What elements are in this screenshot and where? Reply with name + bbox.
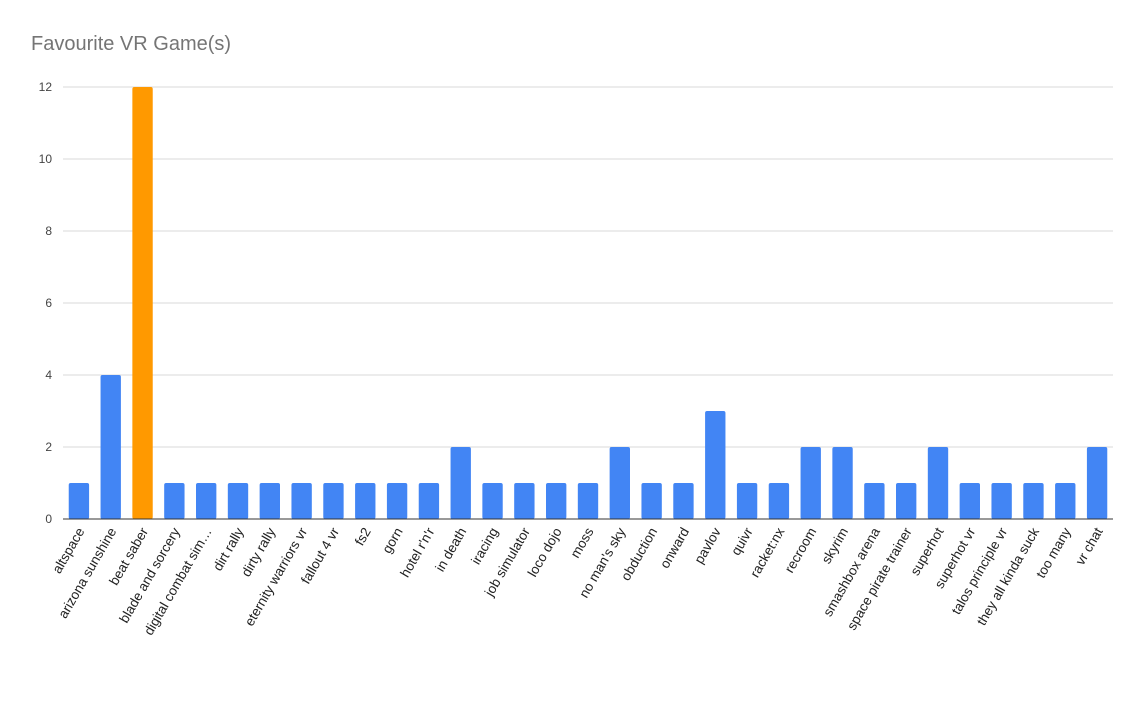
bar-29[interactable]	[991, 483, 1012, 519]
y-tick-label: 2	[45, 440, 52, 454]
bar-5[interactable]	[227, 483, 249, 519]
x-tick-label: vr chat	[1072, 525, 1105, 568]
x-tick-label: pavlov	[691, 525, 724, 567]
bar-20[interactable]	[705, 411, 726, 519]
bar-1[interactable]	[100, 375, 121, 519]
bar-31[interactable]	[1055, 483, 1076, 519]
x-tick-label: quivr	[728, 525, 756, 558]
bar-4[interactable]	[196, 483, 217, 519]
bar-19[interactable]	[673, 483, 694, 519]
bar-17[interactable]	[609, 447, 630, 519]
bar-32[interactable]	[1086, 447, 1108, 519]
bar-18[interactable]	[641, 483, 662, 519]
bar-11[interactable]	[418, 483, 440, 519]
x-tick-label: iracing	[468, 525, 501, 567]
bar-3[interactable]	[164, 483, 185, 519]
bar-13[interactable]	[482, 483, 503, 519]
x-tick-label: onward	[657, 525, 692, 571]
bar-24[interactable]	[832, 447, 853, 519]
bar-2[interactable]	[132, 87, 153, 519]
x-tick-label: fs2	[352, 525, 374, 548]
bar-28[interactable]	[959, 483, 980, 519]
bar-0[interactable]	[68, 483, 90, 519]
x-tick-label: skyrim	[819, 525, 851, 566]
bar-9[interactable]	[355, 483, 376, 519]
bar-6[interactable]	[259, 483, 280, 519]
bar-30[interactable]	[1023, 483, 1044, 519]
x-tick-label: in death	[432, 525, 469, 574]
bars	[68, 87, 1108, 519]
y-tick-label: 4	[45, 368, 52, 382]
bar-25[interactable]	[864, 483, 885, 519]
bar-15[interactable]	[546, 483, 567, 519]
y-tick-label: 10	[39, 152, 53, 166]
y-tick-label: 6	[45, 296, 52, 310]
grid-layer	[63, 86, 1113, 448]
bar-8[interactable]	[323, 483, 344, 519]
bar-10[interactable]	[386, 483, 408, 519]
bar-23[interactable]	[800, 447, 821, 519]
x-tick-label: moss	[567, 525, 596, 561]
chart-title: Favourite VR Game(s)	[31, 33, 232, 55]
y-tick-label: 8	[45, 224, 52, 238]
y-axis-ticks: 0 2 4 6 8 10 12	[39, 80, 53, 526]
bar-7[interactable]	[291, 483, 312, 519]
y-tick-label: 0	[45, 512, 52, 526]
bar-22[interactable]	[768, 483, 790, 519]
bar-27[interactable]	[927, 447, 949, 519]
y-tick-label: 12	[39, 80, 53, 94]
bar-21[interactable]	[736, 483, 758, 519]
bar-14[interactable]	[514, 483, 535, 519]
bar-16[interactable]	[577, 483, 599, 519]
bar-12[interactable]	[450, 447, 471, 519]
x-tick-label: gorn	[379, 525, 406, 556]
bar-26[interactable]	[896, 483, 917, 519]
